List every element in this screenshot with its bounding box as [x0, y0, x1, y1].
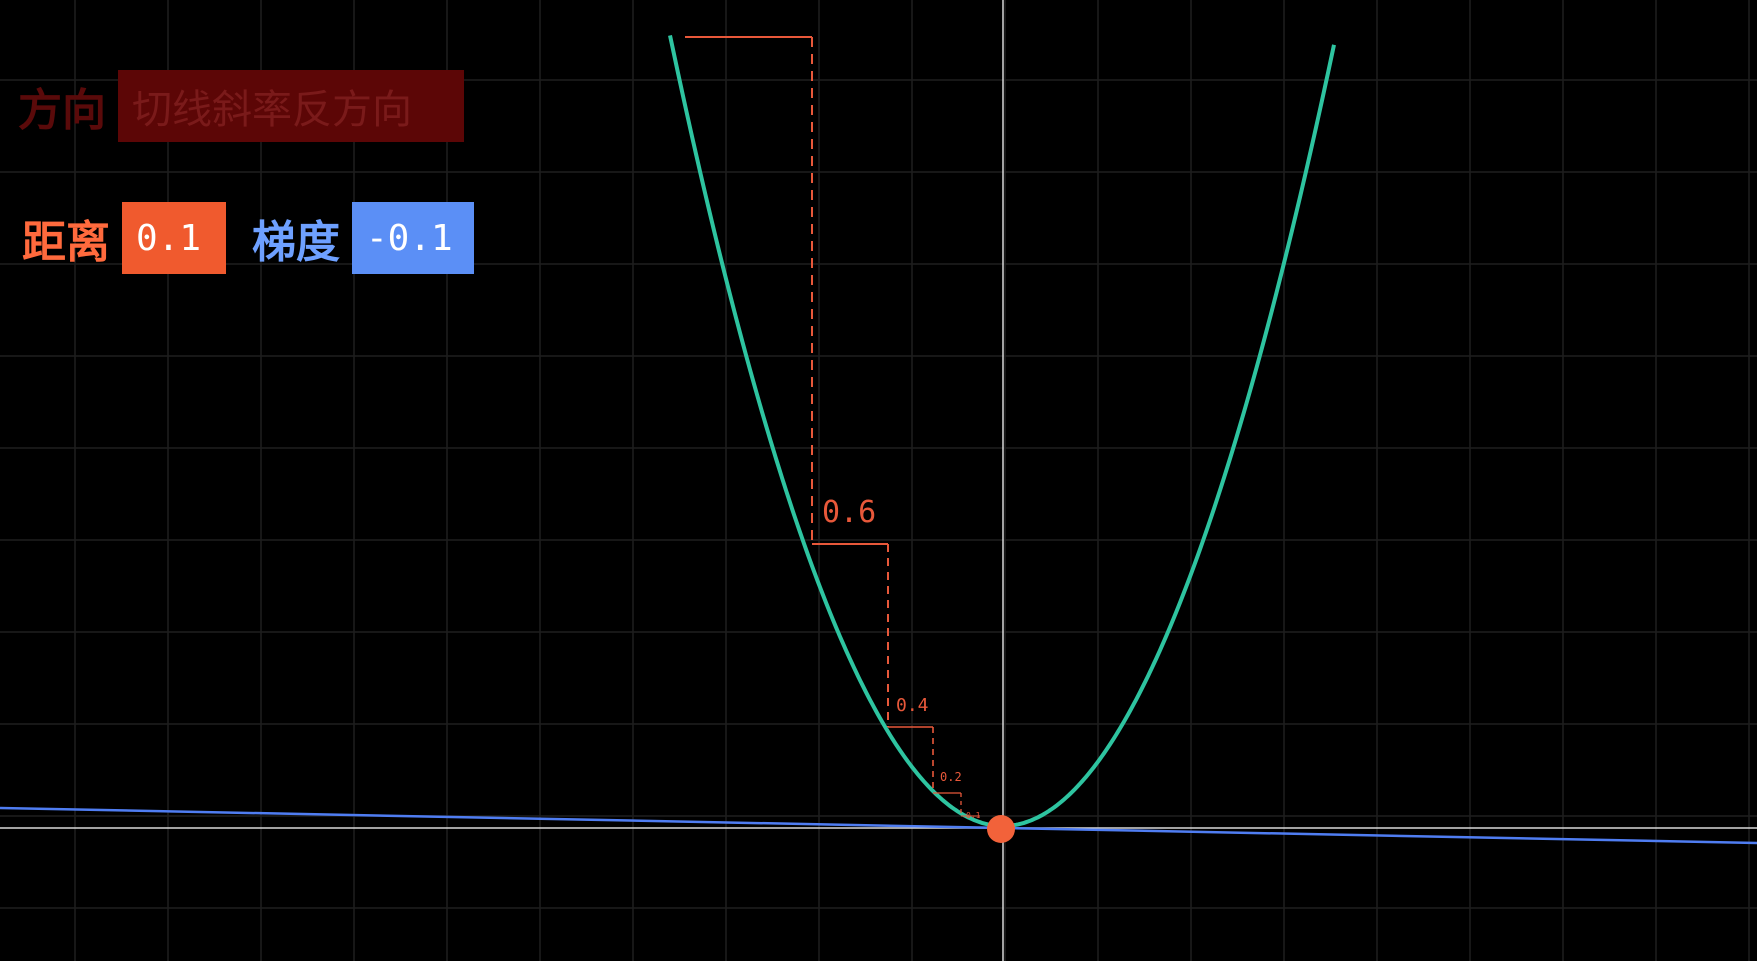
direction-value: 切线斜率反方向	[118, 70, 464, 142]
gradient-label: 梯度	[252, 217, 340, 268]
current-point	[987, 815, 1015, 843]
gradient-value: -0.1	[352, 202, 474, 274]
direction-row: 方向 切线斜率反方向	[18, 70, 464, 142]
distance-value: 0.1	[122, 202, 226, 274]
descent-steps	[685, 36, 980, 817]
step-label: 0.6	[822, 495, 876, 530]
step-label: 0.4	[896, 695, 929, 716]
step-label: 0.1	[966, 811, 981, 820]
distance-label: 距离	[22, 217, 110, 268]
direction-label: 方向	[18, 85, 106, 136]
parabola-curve	[668, 34, 1336, 828]
step-labels: 0.6 0.4 0.2 0.1	[822, 495, 981, 820]
tangent-line	[0, 806, 1757, 845]
step-label: 0.2	[940, 770, 962, 784]
values-row: 距离 0.1 梯度 -0.1	[22, 202, 474, 274]
